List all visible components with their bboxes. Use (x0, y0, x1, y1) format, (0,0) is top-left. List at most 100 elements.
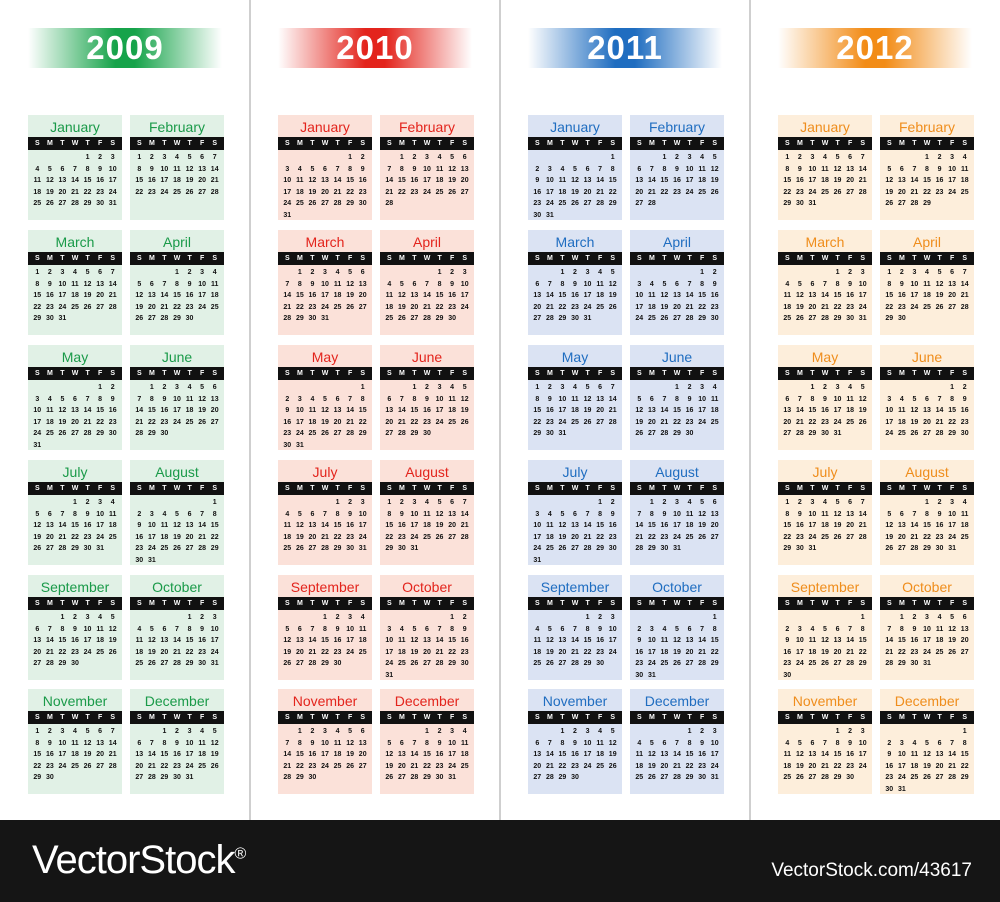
day-cell: 27 (185, 545, 194, 552)
day-cell: 1 (700, 269, 705, 276)
day-cell: 7 (47, 625, 52, 633)
day-cell: 2 (610, 499, 615, 506)
day-cell: 3 (200, 269, 205, 276)
day-cell: 7 (399, 395, 404, 403)
day-cell: 8 (35, 280, 40, 288)
day-cell: 7 (425, 280, 429, 288)
day-cell: 13 (45, 522, 54, 529)
day-cell: 22 (660, 188, 669, 196)
day-cell: 23 (358, 188, 367, 196)
weekday-label: S (636, 485, 642, 492)
day-cell: 23 (308, 303, 317, 311)
day-cell: 6 (848, 499, 853, 506)
day-cell: 11 (109, 510, 117, 518)
day-cell: 4 (700, 154, 705, 161)
day-cell: 20 (185, 533, 194, 541)
day-cell: 8 (297, 280, 302, 288)
day-cell: 23 (333, 648, 342, 656)
day-cell: 8 (835, 739, 840, 747)
day-cell: 28 (673, 774, 681, 781)
day-cell: 22 (295, 762, 304, 770)
day-cell: 27 (897, 200, 906, 207)
day-cell: 27 (333, 430, 342, 437)
weekday-label: T (662, 600, 667, 607)
month-july: July S M T W T F S 1 2 3 4 5 6 7 8 9 10 11 12 13 14 15 16 17 18 19… (28, 460, 122, 565)
day-cell: 26 (33, 545, 42, 552)
day-cell: 29 (83, 200, 92, 207)
day-cell-empty (44, 497, 57, 509)
day-cell: 15 (397, 177, 406, 184)
weekday-label: F (450, 140, 455, 147)
weekday-label: W (923, 485, 931, 492)
day-cell: 3 (797, 625, 802, 633)
day-cell: 3 (687, 154, 692, 161)
day-cell: 8 (675, 395, 679, 403)
day-cell: 21 (108, 292, 117, 299)
weekday-label: F (848, 485, 853, 492)
day-cell: 31 (808, 545, 817, 552)
day-cell: 2 (848, 269, 853, 276)
day-cell: 29 (858, 660, 867, 667)
weekday-label: S (886, 140, 892, 147)
day-cell: 5 (712, 154, 717, 161)
day-cell: 14 (283, 751, 292, 758)
day-cell: 26 (608, 303, 617, 311)
day-cell: 20 (423, 648, 431, 656)
day-cell-empty (69, 152, 82, 164)
day-cell: 11 (571, 395, 579, 403)
day-cell: 29 (321, 660, 329, 667)
day-cell: 21 (647, 188, 656, 196)
day-cell: 7 (437, 625, 442, 633)
day-cell: 15 (608, 177, 617, 184)
day-cell: 15 (960, 751, 969, 758)
day-cell: 21 (948, 762, 957, 770)
day-cell: 19 (833, 522, 842, 529)
weekday-label: S (136, 485, 142, 492)
day-cell: 9 (348, 510, 353, 518)
day-cell: 20 (673, 303, 681, 311)
day-cell: 9 (360, 165, 365, 173)
day-cell: 28 (333, 200, 342, 207)
day-cell: 13 (423, 637, 431, 644)
day-cell: 24 (160, 188, 169, 196)
day-cell: 16 (698, 751, 707, 758)
day-cell: 28 (821, 774, 829, 781)
day-cell: 19 (647, 762, 656, 770)
weekday-label: S (534, 255, 540, 262)
weekday-label: S (284, 370, 290, 377)
day-cell-empty (556, 497, 569, 509)
day-cell: 24 (58, 762, 67, 770)
day-cell: 1 (925, 499, 929, 506)
day-cell: 3 (60, 269, 65, 276)
day-cell: 20 (710, 522, 719, 529)
day-cell: 15 (96, 407, 105, 414)
day-cell: 24 (321, 303, 329, 311)
day-cell: 28 (385, 200, 394, 207)
weekday-label: F (200, 140, 205, 147)
day-cell: 24 (923, 648, 931, 656)
day-cell: 3 (297, 395, 302, 403)
weekday-label: W (173, 485, 181, 492)
day-cell: 6 (47, 510, 52, 518)
day-cell: 11 (423, 510, 431, 518)
month-may: May S M T W T F S 1 2 3 4 5 6 7 8 9 10 11 12 13 14 15 16 17 18 19 2… (278, 345, 372, 450)
day-cell: 24 (460, 303, 469, 311)
day-cell: 25 (33, 200, 42, 207)
day-cell: 20 (808, 762, 817, 770)
day-cell: 14 (173, 637, 181, 644)
day-cell: 8 (73, 510, 77, 518)
day-cell: 26 (83, 303, 92, 311)
day-cell: 22 (783, 188, 792, 196)
weekday-label: T (560, 140, 565, 147)
day-cell: 11 (448, 395, 456, 403)
day-cell: 22 (135, 188, 144, 196)
day-cell: 20 (808, 303, 817, 311)
day-cell: 15 (210, 522, 219, 529)
day-cell: 19 (833, 177, 842, 184)
day-cell: 3 (547, 165, 552, 173)
day-cell: 8 (700, 280, 705, 288)
day-cell: 7 (285, 739, 290, 747)
